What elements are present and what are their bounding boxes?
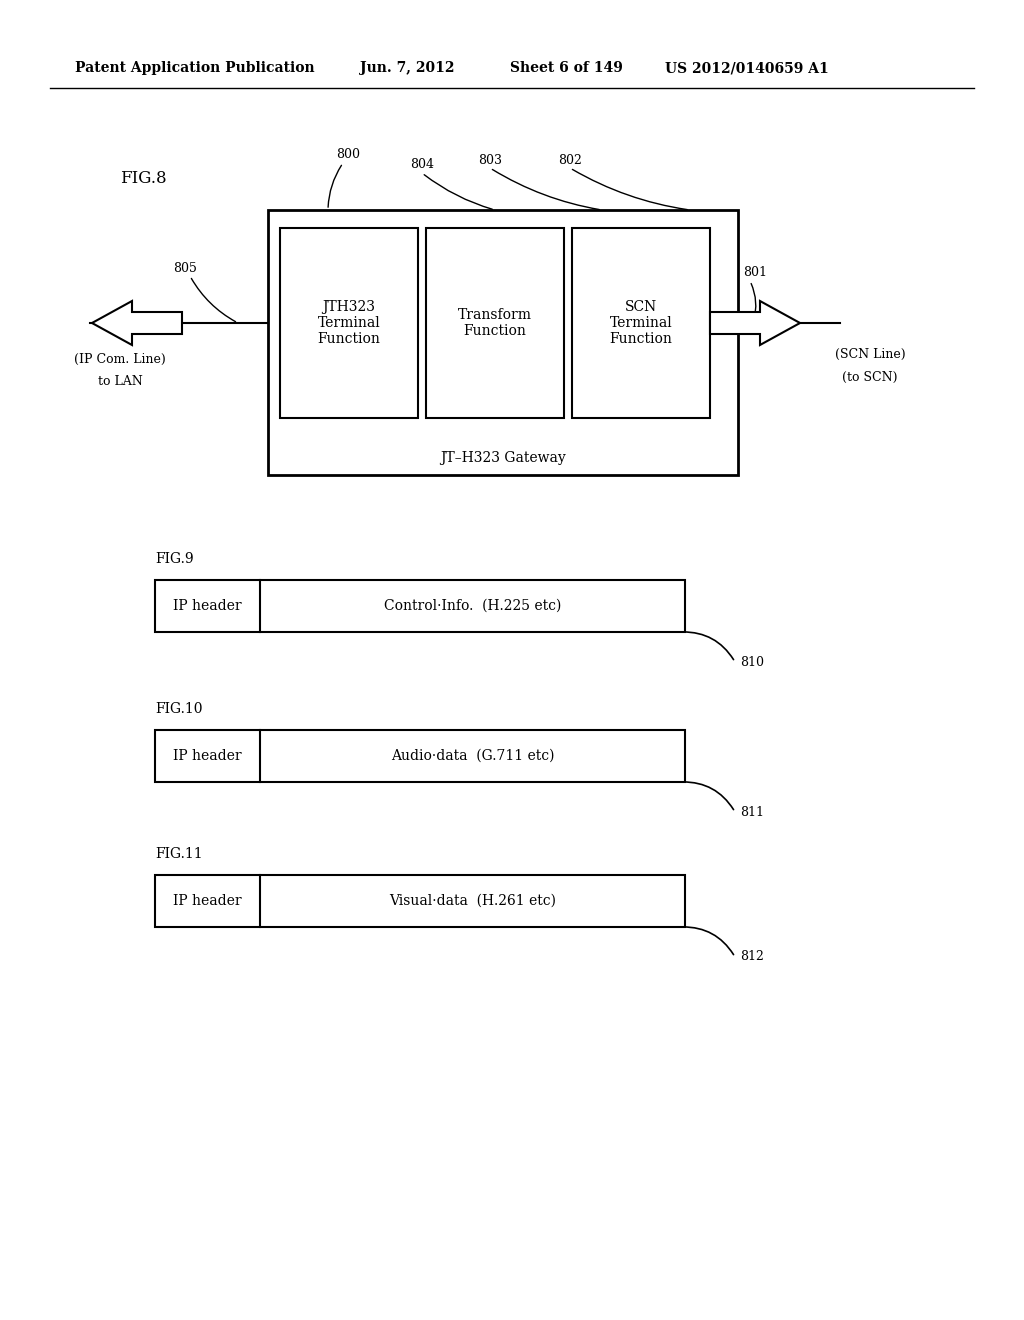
Bar xyxy=(426,228,564,418)
Bar xyxy=(155,875,685,927)
Text: FIG.9: FIG.9 xyxy=(155,552,194,566)
Text: Audio·data  (G.711 etc): Audio·data (G.711 etc) xyxy=(391,748,554,763)
Text: IP header: IP header xyxy=(173,599,242,612)
Bar xyxy=(268,210,738,475)
Text: Patent Application Publication: Patent Application Publication xyxy=(75,61,314,75)
Text: IP header: IP header xyxy=(173,748,242,763)
Text: FIG.10: FIG.10 xyxy=(155,702,203,715)
Text: IP header: IP header xyxy=(173,894,242,908)
Bar xyxy=(280,228,418,418)
Text: JT–H323 Gateway: JT–H323 Gateway xyxy=(440,451,566,465)
Text: 800: 800 xyxy=(336,149,360,161)
Text: 801: 801 xyxy=(743,267,767,280)
Text: Control·Info.  (H.225 etc): Control·Info. (H.225 etc) xyxy=(384,599,561,612)
Text: 811: 811 xyxy=(740,805,764,818)
Text: 812: 812 xyxy=(740,950,764,964)
Text: Visual·data  (H.261 etc): Visual·data (H.261 etc) xyxy=(389,894,556,908)
Text: 802: 802 xyxy=(558,153,582,166)
Text: to LAN: to LAN xyxy=(97,375,142,388)
Text: (SCN Line): (SCN Line) xyxy=(835,348,905,360)
Text: FIG.8: FIG.8 xyxy=(120,170,167,187)
Text: (IP Com. Line): (IP Com. Line) xyxy=(74,352,166,366)
Text: Jun. 7, 2012: Jun. 7, 2012 xyxy=(360,61,455,75)
Bar xyxy=(572,228,710,418)
Polygon shape xyxy=(92,301,182,345)
Text: US 2012/0140659 A1: US 2012/0140659 A1 xyxy=(665,61,828,75)
Text: 804: 804 xyxy=(410,158,434,172)
Text: (to SCN): (to SCN) xyxy=(843,371,898,384)
Bar xyxy=(155,730,685,781)
Text: FIG.11: FIG.11 xyxy=(155,847,203,861)
Text: 803: 803 xyxy=(478,153,502,166)
Text: Sheet 6 of 149: Sheet 6 of 149 xyxy=(510,61,623,75)
Text: 810: 810 xyxy=(740,656,764,668)
Text: SCN
Terminal
Function: SCN Terminal Function xyxy=(609,300,673,346)
Text: Transform
Function: Transform Function xyxy=(458,308,532,338)
Text: JTH323
Terminal
Function: JTH323 Terminal Function xyxy=(317,300,381,346)
Bar xyxy=(155,579,685,632)
Polygon shape xyxy=(710,301,800,345)
Text: 805: 805 xyxy=(173,261,197,275)
